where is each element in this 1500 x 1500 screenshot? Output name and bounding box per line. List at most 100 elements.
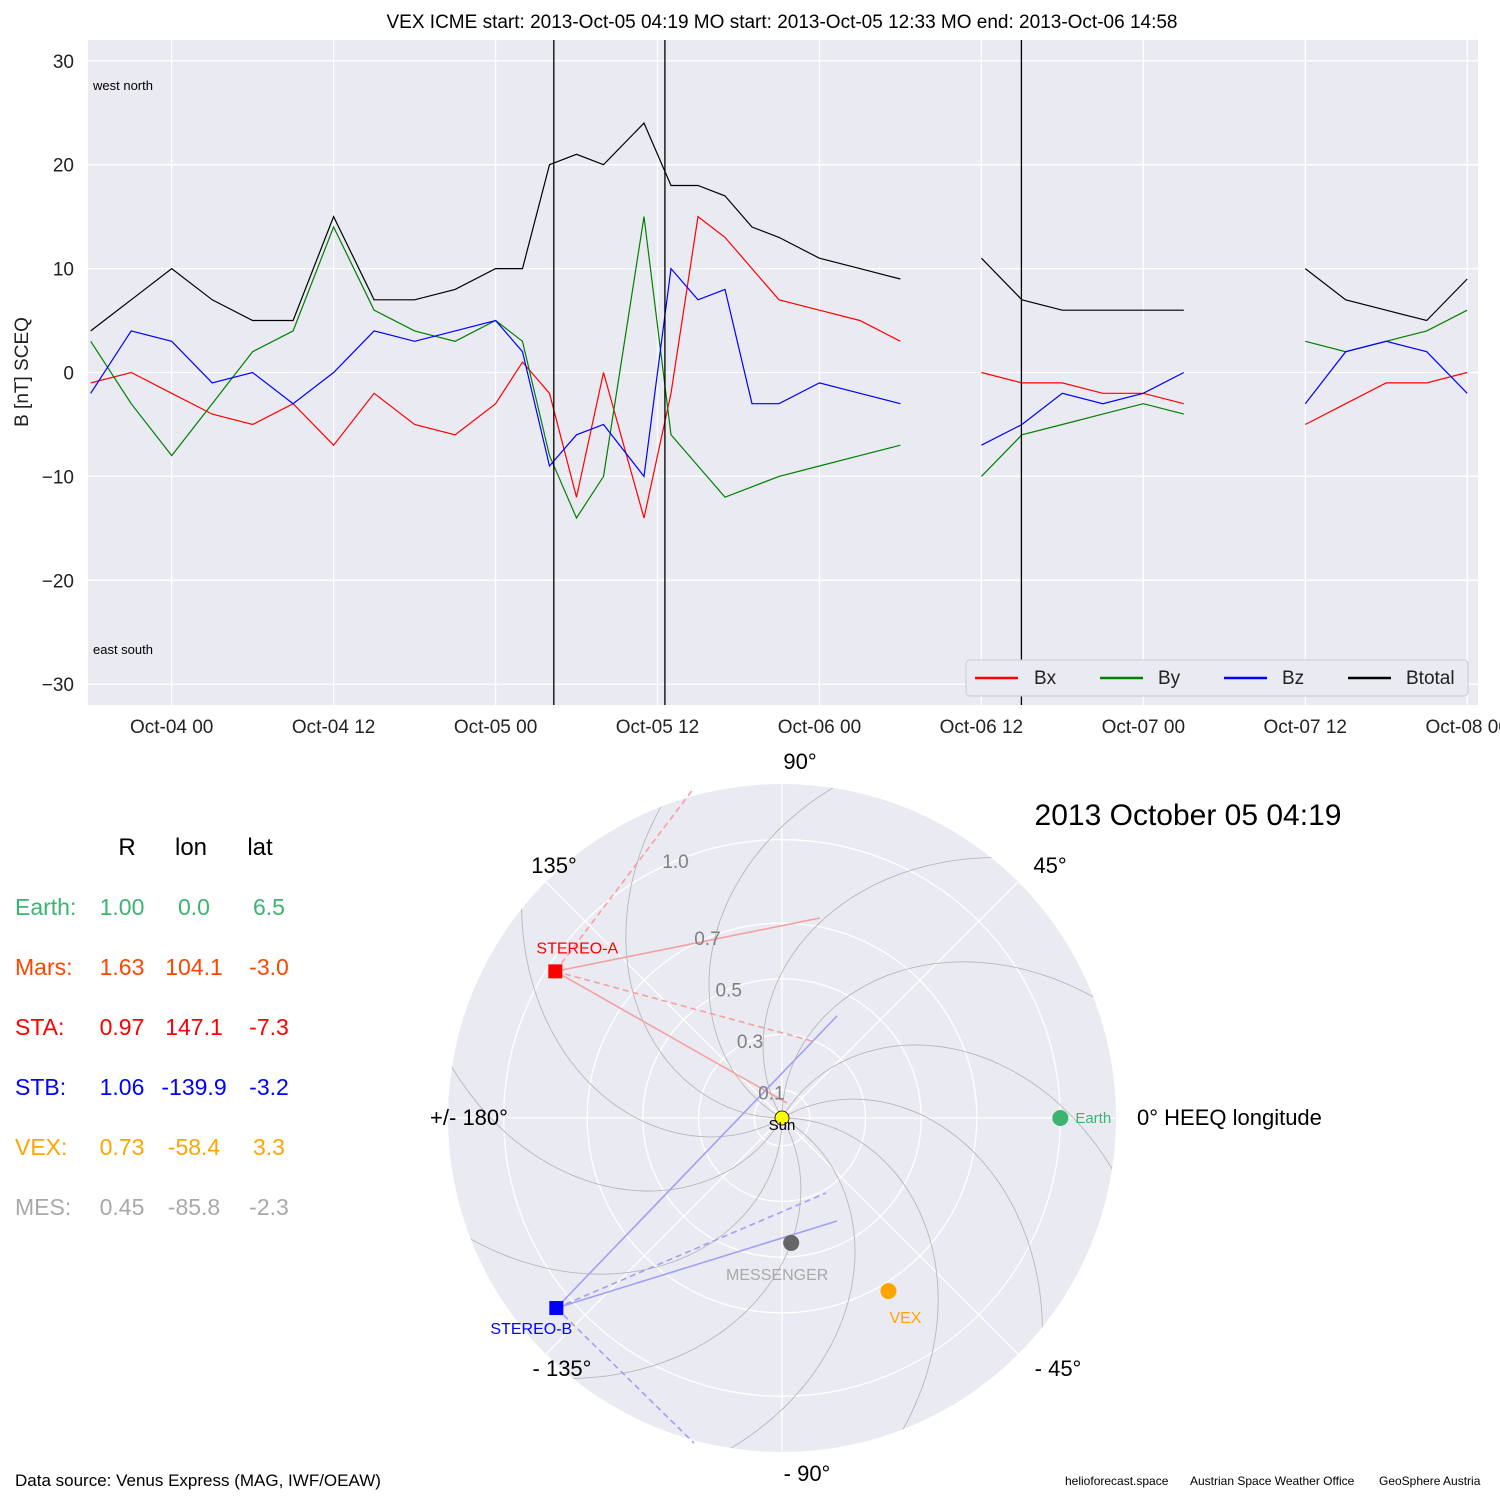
top-y-tick-labels: −30 −20 −10 0 10 20 30 bbox=[42, 52, 74, 696]
radial-label: 0.3 bbox=[737, 1032, 763, 1053]
x-tick-label: Oct-06 12 bbox=[940, 717, 1023, 738]
table-row-lat: -3.0 bbox=[249, 954, 289, 980]
x-tick-label: Oct-04 00 bbox=[130, 717, 213, 738]
angle-label-45: 45° bbox=[1033, 853, 1066, 878]
table-header-r: R bbox=[118, 834, 135, 861]
table-row-name: MES: bbox=[15, 1194, 71, 1220]
series-line-bz bbox=[90, 267, 1468, 478]
radial-label: 1.0 bbox=[662, 852, 688, 873]
fov-line bbox=[555, 970, 813, 1042]
top-chart-title: VEX ICME start: 2013-Oct-05 04:19 MO sta… bbox=[387, 12, 1178, 33]
fov-line bbox=[555, 1307, 695, 1444]
top-y-axis-label: B [nT] SCEQ bbox=[12, 317, 33, 427]
fov-line bbox=[555, 1015, 838, 1309]
table-row-lat: -7.3 bbox=[249, 1014, 289, 1040]
series-line-btotal bbox=[90, 122, 1468, 332]
earth-label: Earth bbox=[1075, 1110, 1111, 1127]
sun-marker bbox=[774, 1110, 790, 1126]
polar-spoke bbox=[781, 881, 1019, 1119]
y-tick-label: −30 bbox=[42, 675, 74, 696]
angle-label-0: 0° HEEQ longitude bbox=[1137, 1105, 1322, 1130]
legend-box bbox=[965, 659, 1469, 697]
y-tick-label: −20 bbox=[42, 571, 74, 592]
table-row-lat: 3.3 bbox=[253, 1134, 285, 1160]
stereo-b-label: STEREO-B bbox=[490, 1321, 572, 1338]
table-row-lat: 6.5 bbox=[253, 894, 285, 920]
parker-spiral bbox=[708, 784, 865, 1119]
fov-line bbox=[555, 917, 821, 973]
top-x-tick-labels: Oct-04 00 Oct-04 12 Oct-05 00 Oct-05 12 Oct-… bbox=[130, 717, 1500, 738]
parker-spiral bbox=[781, 1117, 939, 1452]
polar-bodies: Sun Earth STEREO-A STEREO-B MESSENGER VEX bbox=[490, 940, 1111, 1338]
spacecraft-fov-lines bbox=[554, 787, 838, 1444]
top-series-group bbox=[90, 122, 1468, 520]
parker-spiral bbox=[781, 1044, 1116, 1201]
corner-label-east-south: east south bbox=[93, 642, 153, 657]
series-line-bx bbox=[90, 215, 1468, 519]
fov-line bbox=[554, 970, 788, 1104]
table-row-name: STA: bbox=[15, 1014, 64, 1040]
angle-label-minus135: - 135° bbox=[533, 1356, 592, 1381]
parker-spiral bbox=[537, 1117, 802, 1379]
table-row-lon: 147.1 bbox=[165, 1014, 223, 1040]
x-tick-label: Oct-06 00 bbox=[778, 717, 861, 738]
table-row-name: VEX: bbox=[15, 1134, 67, 1160]
table-row-r: 0.45 bbox=[100, 1194, 145, 1220]
legend-label-by: By bbox=[1158, 668, 1181, 689]
table-row-lat: -3.2 bbox=[249, 1074, 289, 1100]
polar-plot: 0.1 0.3 0.5 0.7 1.0 Sun Earth STEREO-A STEREO-B… bbox=[448, 784, 1116, 1452]
y-tick-label: 20 bbox=[53, 156, 74, 177]
y-tick-label: 10 bbox=[53, 260, 74, 281]
table-rows: Earth: 1.00 0.0 6.5 Mars: 1.63 104.1 -3.0 STA: 0.… bbox=[15, 894, 289, 1220]
stereo-a-label: STEREO-A bbox=[536, 940, 618, 957]
table-header-lat: lat bbox=[247, 834, 273, 861]
legend-label-btotal: Btotal bbox=[1406, 668, 1455, 689]
parker-spiral bbox=[762, 857, 1027, 1119]
x-tick-label: Oct-05 12 bbox=[616, 717, 699, 738]
table-row-name: Earth: bbox=[15, 894, 76, 920]
fov-line bbox=[554, 787, 695, 972]
angle-label-minus45: - 45° bbox=[1035, 1356, 1082, 1381]
table-row-r: 0.73 bbox=[100, 1134, 145, 1160]
footer-data-source: Data source: Venus Express (MAG, IWF/OEA… bbox=[15, 1471, 381, 1490]
table-row-name: STB: bbox=[15, 1074, 66, 1100]
x-tick-label: Oct-07 12 bbox=[1264, 717, 1347, 738]
parker-spiral bbox=[625, 784, 783, 1119]
footer-asws: Austrian Space Weather Office bbox=[1190, 1474, 1355, 1488]
table-row-r: 0.97 bbox=[100, 1014, 145, 1040]
top-event-lines bbox=[553, 40, 1023, 705]
angle-label-135: 135° bbox=[531, 853, 577, 878]
radial-label: 0.5 bbox=[716, 980, 742, 1001]
polar-spoke bbox=[545, 1117, 783, 1355]
legend-label-bz: Bz bbox=[1282, 668, 1304, 689]
polar-spoke bbox=[781, 1117, 1019, 1355]
table-row-lon: -58.4 bbox=[168, 1134, 221, 1160]
table-row-lat: -2.3 bbox=[249, 1194, 289, 1220]
parker-spiral bbox=[699, 1117, 856, 1452]
fov-line bbox=[556, 1192, 827, 1309]
table-row-lon: 0.0 bbox=[178, 894, 210, 920]
table-row-lon: -85.8 bbox=[168, 1194, 220, 1220]
parker-spiral bbox=[448, 1035, 783, 1192]
vex-marker bbox=[880, 1283, 897, 1300]
position-table: R lon lat Earth: 1.00 0.0 6.5 Mars: 1.63 104.1… bbox=[15, 834, 289, 1220]
table-row-lon: 104.1 bbox=[165, 954, 223, 980]
polar-date-label: 2013 October 05 04:19 bbox=[1035, 799, 1342, 832]
table-row-r: 1.63 bbox=[100, 954, 145, 980]
y-tick-label: 0 bbox=[63, 364, 74, 385]
stereo-b-marker bbox=[549, 1301, 564, 1316]
top-legend: Bx By Bz Btotal bbox=[965, 659, 1469, 697]
angle-label-180: +/- 180° bbox=[430, 1105, 508, 1130]
corner-label-west-north: west north bbox=[92, 78, 153, 93]
table-row-r: 1.00 bbox=[100, 894, 145, 920]
angle-label-minus90: - 90° bbox=[784, 1461, 831, 1486]
messenger-marker bbox=[783, 1234, 800, 1251]
x-tick-label: Oct-05 00 bbox=[454, 717, 537, 738]
y-tick-label: 30 bbox=[53, 52, 74, 73]
polar-grid bbox=[448, 784, 1116, 1452]
vex-label: VEX bbox=[889, 1310, 921, 1327]
table-row-lon: -139.9 bbox=[161, 1074, 226, 1100]
parker-spiral bbox=[448, 1117, 783, 1275]
earth-marker bbox=[1052, 1110, 1069, 1126]
